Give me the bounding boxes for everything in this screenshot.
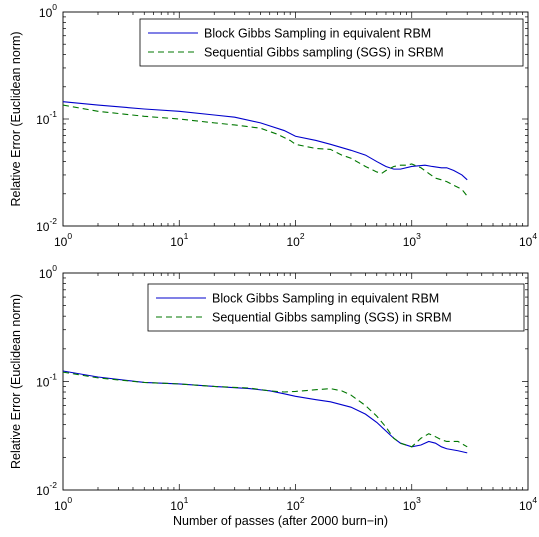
chart-panel-1: 100 101 102 103 104 10-2 10-1 100 Relative Error… — [9, 2, 537, 249]
legend-box — [139, 18, 524, 67]
x-tick-label: 101 — [170, 495, 188, 513]
series-line-sequential-gibbs — [62, 104, 468, 197]
legend-label: Sequential Gibbs sampling (SGS) in SRBM — [204, 46, 444, 60]
x-axis-label: Number of passes (after 2000 burn−in) — [173, 514, 388, 528]
x-tick-label: 104 — [519, 231, 537, 249]
x-tick-label: 103 — [403, 231, 421, 249]
series-line-sequential-gibbs — [62, 371, 468, 448]
y-axis-label: Relative Error (Euclidean norm) — [9, 294, 23, 469]
x-tick-label: 100 — [54, 231, 72, 249]
x-tick-label: 102 — [286, 495, 304, 513]
x-tick-label: 103 — [403, 495, 421, 513]
series-line-block-gibbs — [62, 101, 468, 181]
legend-box — [147, 283, 525, 332]
x-tick-label: 100 — [54, 495, 72, 513]
y-tick-label: 100 — [39, 2, 57, 20]
y-tick-label: 10-2 — [36, 216, 57, 234]
y-axis-label: Relative Error (Euclidean norm) — [9, 31, 23, 206]
x-tick-label: 101 — [170, 231, 188, 249]
legend-label: Block Gibbs Sampling in equivalent RBM — [204, 27, 431, 41]
legend: Block Gibbs Sampling in equivalent RBM Se… — [139, 18, 524, 67]
x-tick-label: 102 — [286, 231, 304, 249]
series-line-block-gibbs — [62, 370, 468, 454]
chart-panel-2: 100 101 102 103 104 10-2 10-1 100 Relative Error… — [9, 263, 537, 528]
x-tick-label: 104 — [519, 495, 537, 513]
y-tick-label: 100 — [39, 263, 57, 281]
legend-label: Block Gibbs Sampling in equivalent RBM — [212, 292, 439, 306]
y-tick-label: 10-1 — [36, 109, 57, 127]
y-tick-label: 10-2 — [36, 480, 57, 498]
legend-label: Sequential Gibbs sampling (SGS) in SRBM — [212, 311, 452, 325]
y-tick-label: 10-1 — [36, 372, 57, 390]
legend: Block Gibbs Sampling in equivalent RBM Se… — [147, 283, 525, 332]
